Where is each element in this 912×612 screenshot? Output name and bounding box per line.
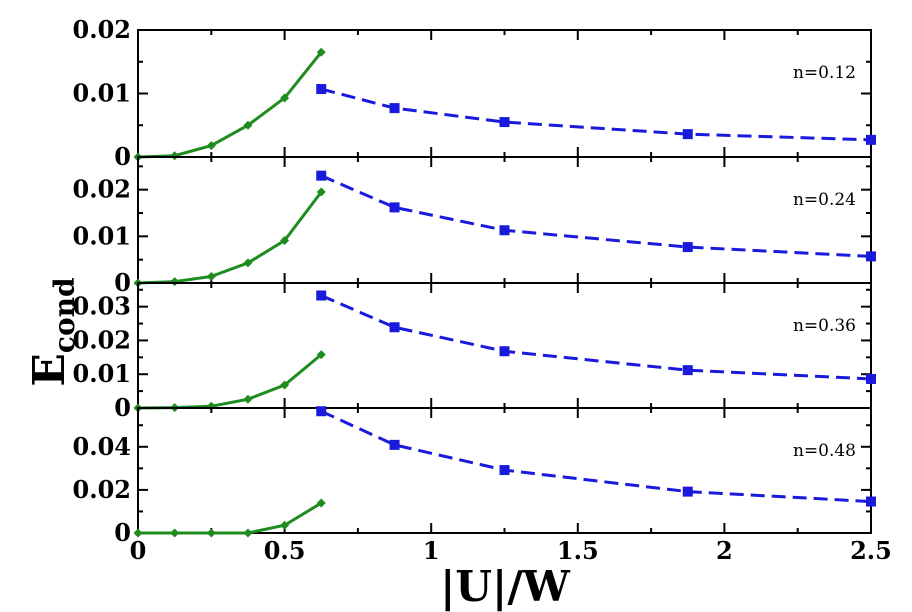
green-series-line bbox=[137, 51, 323, 159]
panel-2: 0 0.01 0.02 n=0.24 bbox=[73, 156, 876, 297]
blue-series-point bbox=[389, 202, 400, 213]
green-series-point bbox=[206, 141, 216, 151]
blue-series-point bbox=[499, 346, 510, 357]
panel-label: n=0.48 bbox=[793, 441, 856, 461]
green-series-point bbox=[316, 350, 326, 360]
green-series-point bbox=[243, 120, 253, 130]
y-axis-title: Econd bbox=[24, 277, 81, 386]
blue-series-point bbox=[316, 406, 327, 417]
x-tick-label: 2 bbox=[716, 536, 733, 565]
blue-series-line bbox=[320, 294, 872, 381]
blue-series-point bbox=[389, 103, 400, 114]
x-tick-label: 2.5 bbox=[850, 536, 892, 565]
green-series-point bbox=[316, 187, 326, 197]
green-series-point bbox=[280, 93, 290, 103]
y-tick-label: 0.03 bbox=[73, 292, 131, 321]
green-series-point bbox=[170, 528, 180, 538]
green-series-point bbox=[170, 277, 180, 287]
green-series-point bbox=[280, 380, 290, 390]
blue-series-point bbox=[866, 134, 876, 145]
y-tick-label: 0.02 bbox=[73, 475, 131, 504]
blue-series-point bbox=[499, 225, 510, 236]
green-series-point bbox=[243, 528, 253, 538]
y-tick-label: 0.01 bbox=[73, 221, 131, 250]
y-tick-label: 0.02 bbox=[73, 325, 131, 354]
y-tick-label: 0 bbox=[114, 142, 131, 171]
blue-series-line bbox=[320, 174, 872, 258]
panel-label: n=0.12 bbox=[793, 63, 856, 83]
x-axis-title: |U|/W bbox=[440, 562, 571, 611]
x-tick-label: 1.5 bbox=[557, 536, 599, 565]
blue-series-line bbox=[320, 409, 872, 504]
panel-label: n=0.24 bbox=[793, 190, 856, 210]
x-tick-label: 1 bbox=[423, 536, 440, 565]
blue-series-point bbox=[499, 465, 510, 476]
panel-4: 0 0.02 0.04 n=0.48 bbox=[73, 406, 876, 547]
blue-series-point bbox=[316, 170, 327, 181]
blue-series-point bbox=[866, 496, 876, 507]
green-series-point bbox=[243, 258, 253, 268]
green-series-point bbox=[243, 394, 253, 404]
panel-frame bbox=[137, 282, 872, 409]
x-tick-label: 0.5 bbox=[264, 536, 306, 565]
panel-frame bbox=[137, 29, 872, 158]
green-series-point bbox=[133, 528, 143, 538]
blue-series-point bbox=[499, 117, 510, 128]
green-series-line bbox=[137, 353, 323, 410]
y-tick-label: 0.01 bbox=[73, 79, 131, 108]
y-tick-label: 0.01 bbox=[73, 359, 131, 388]
green-series-point bbox=[206, 528, 216, 538]
green-series-point bbox=[170, 151, 180, 161]
green-series-point bbox=[280, 520, 290, 530]
panel-label: n=0.36 bbox=[793, 316, 856, 336]
panel-1: 0 0.01 0.02 n=0.12 bbox=[73, 15, 876, 171]
x-axis: 0 0.5 1 1.5 2 2.5 bbox=[130, 536, 892, 565]
y-tick-label: 0.02 bbox=[73, 175, 131, 204]
y-tick-label: 0.02 bbox=[73, 15, 131, 44]
x-tick-label: 0 bbox=[130, 536, 147, 565]
blue-series-point bbox=[682, 486, 693, 497]
blue-series-point bbox=[682, 365, 693, 376]
y-tick-label: 0.04 bbox=[73, 432, 131, 461]
blue-series-point bbox=[316, 84, 327, 95]
green-series-point bbox=[206, 271, 216, 281]
y-axis-title-sub: cond bbox=[48, 277, 81, 353]
svg-text:Econd: Econd bbox=[24, 277, 81, 386]
blue-series-point bbox=[682, 242, 693, 253]
blue-series-line bbox=[320, 87, 872, 142]
y-tick-label: 0 bbox=[114, 393, 131, 422]
green-series-point bbox=[280, 236, 290, 246]
green-series-line bbox=[137, 191, 323, 285]
blue-series-point bbox=[389, 439, 400, 450]
panel-3: 0 0.01 0.02 0.03 n=0.36 bbox=[73, 282, 876, 422]
y-tick-label: 0 bbox=[114, 268, 131, 297]
green-series-line bbox=[138, 501, 323, 535]
blue-series-point bbox=[389, 322, 400, 333]
blue-series-point bbox=[866, 251, 876, 262]
y-axis-title-main: E bbox=[24, 353, 75, 387]
blue-series-point bbox=[316, 290, 327, 301]
blue-series-point bbox=[866, 373, 876, 384]
green-series-point bbox=[316, 47, 326, 57]
blue-series-point bbox=[682, 129, 693, 140]
y-tick-label: 0 bbox=[114, 518, 131, 547]
green-series-point bbox=[316, 498, 326, 508]
